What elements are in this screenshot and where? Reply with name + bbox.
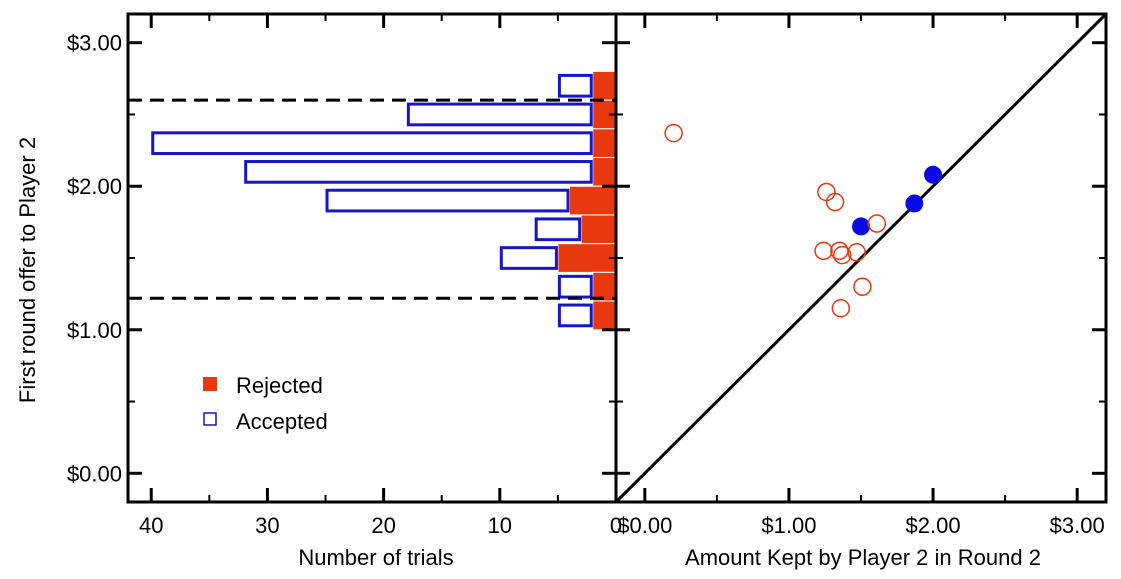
hollow-point [853,277,872,296]
legend: Rejected Accepted [203,373,328,434]
hollow-point [817,182,836,202]
x-tick-label: $2.00 [906,513,961,538]
accepted-bar [244,160,593,184]
hollow-point [867,214,887,233]
hollow-point [825,192,845,212]
y-axis-title: First round offer to Player 2 [15,137,40,403]
legend-rejected-label: Rejected [236,373,323,398]
histogram-x-axis-title: Number of trials [298,545,453,570]
rejected-bar [592,157,617,187]
x-tick-label: $0.00 [617,513,672,538]
legend-accepted-swatch [203,412,217,426]
hollow-point [814,241,833,261]
hollow-point [664,123,683,143]
x-tick-label: $1.00 [761,513,816,538]
accepted-bar [325,188,570,213]
histogram-frame [126,12,618,504]
identity-line [614,12,1108,504]
histogram-panel: $0.00 $1.00 $2.00 $3.00 40 30 20 10 0 [67,12,622,538]
rejected-bar [592,128,617,159]
legend-accepted-label: Accepted [236,409,328,434]
filled-point [924,165,943,184]
x-tick-label: 30 [255,513,279,538]
accepted-bar [557,274,593,299]
accepted-bar [557,73,593,98]
y-tick-label: $1.00 [67,318,122,343]
x-tick-label: 20 [371,513,395,538]
x-tick-label: $3.00 [1050,513,1105,538]
hollow-point [833,245,852,265]
accepted-bar [499,246,558,270]
rejected-bar [580,214,617,245]
accepted-bar [406,102,593,127]
filled-point [905,194,924,213]
y-tick-label: $3.00 [67,31,122,56]
x-tick-label: 10 [488,513,512,538]
scatter-x-axis-title: Amount Kept by Player 2 in Round 2 [685,545,1041,570]
hollow-point [847,243,866,262]
rejected-bar [592,70,617,101]
rejected-bar [592,300,617,331]
hollow-point [831,298,851,318]
rejected-bar [569,185,617,216]
rejected-bar [557,243,617,273]
filled-point [852,217,870,236]
scatter-panel: $0.00 $1.00 $2.00 $3.00 [614,12,1108,538]
x-tick-label: 0 [610,513,622,538]
accepted-bar [557,303,593,328]
y-axis-title-text: First round offer to Player 2 [15,137,40,403]
x-tick-label: 40 [139,513,163,538]
y-tick-label: $2.00 [67,174,122,199]
legend-rejected-swatch [203,377,217,391]
y-tick-label: $0.00 [67,461,122,486]
accepted-bar [151,131,593,156]
accepted-bar [534,217,582,242]
